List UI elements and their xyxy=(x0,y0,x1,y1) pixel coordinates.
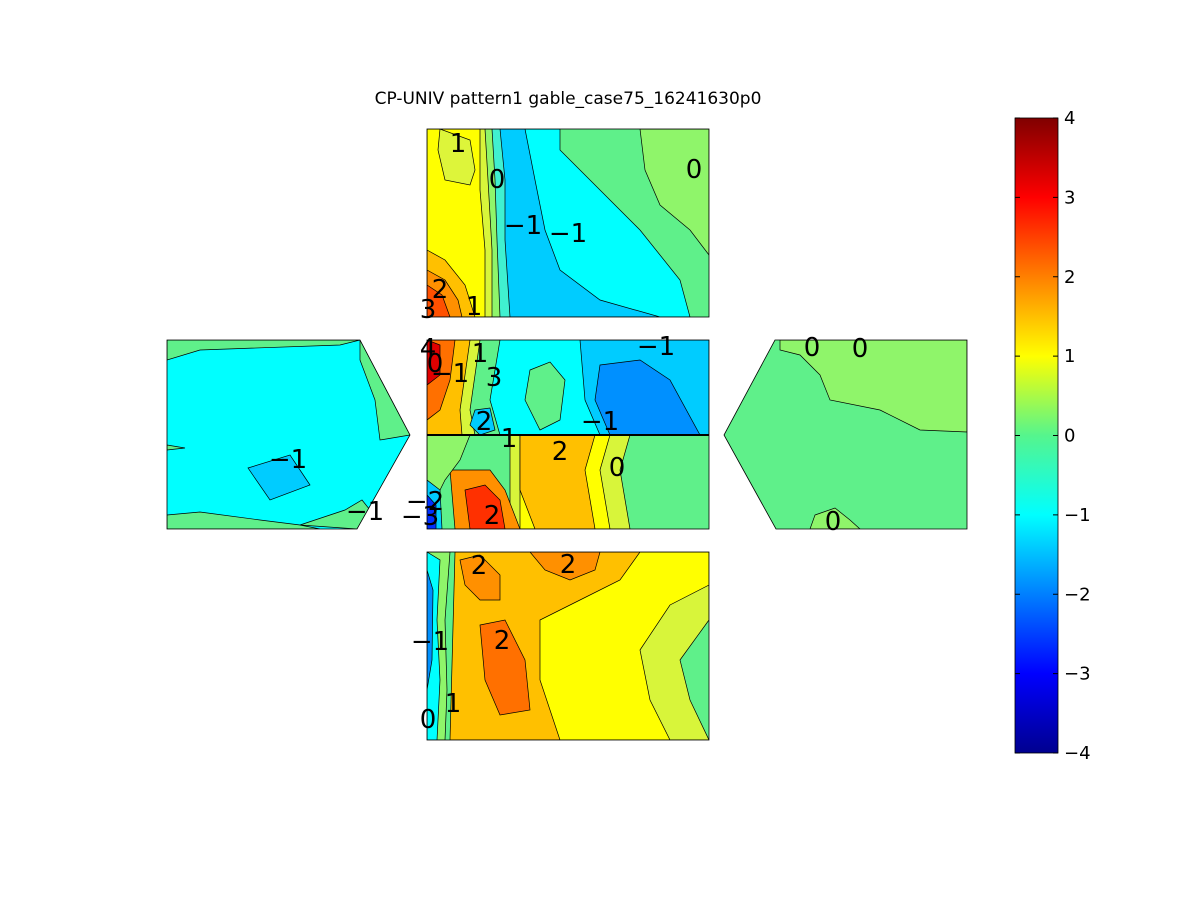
contour-label-roof-upper: −1 xyxy=(431,359,469,389)
contour-label-top-wall: 3 xyxy=(420,295,437,325)
panel-bottom-wall xyxy=(427,552,709,740)
contour-label-bottom-wall: 1 xyxy=(445,689,462,719)
panel-roof-upper xyxy=(427,340,709,435)
contour-label-roof-upper: 4 xyxy=(420,334,437,364)
contour-label-top-wall: −1 xyxy=(549,219,587,249)
colorbar-tick-label: −2 xyxy=(1064,584,1091,605)
chart-title: CP-UNIV pattern1 gable_case75_16241630p0 xyxy=(375,89,762,109)
colorbar-tick-label: −3 xyxy=(1064,664,1091,685)
colorbar-tick-label: −4 xyxy=(1064,743,1091,764)
contour-label-top-wall: 2 xyxy=(432,275,449,305)
colorbar-gradient xyxy=(1014,117,1059,754)
colorbar-tick-label: 2 xyxy=(1064,267,1075,288)
contour-label-top-wall: 1 xyxy=(466,292,483,322)
contour-label-roof-upper: 1 xyxy=(472,339,489,369)
contour-label-left-gable: −1 xyxy=(346,497,384,527)
contour-label-bottom-wall: −1 xyxy=(411,627,449,657)
contour-label-top-wall: 0 xyxy=(686,155,703,185)
contour-label-roof-lower: 0 xyxy=(609,453,626,483)
contour-label-top-wall: 1 xyxy=(450,129,467,159)
panel-top-wall xyxy=(427,129,709,317)
contour-label-roof-lower: 1 xyxy=(501,424,518,454)
contour-label-top-wall: −1 xyxy=(504,211,542,241)
panel-right-gable xyxy=(724,340,967,529)
colorbar-tick-label: −1 xyxy=(1064,505,1091,526)
contour-label-right-gable: 0 xyxy=(804,333,821,363)
contour-label-right-gable: 0 xyxy=(825,507,842,537)
panel-roof-lower xyxy=(427,435,709,529)
contour-label-roof-upper: 3 xyxy=(486,363,503,393)
contour-label-top-wall: 0 xyxy=(489,165,506,195)
colorbar-tick-label: 1 xyxy=(1064,346,1075,367)
contour-label-roof-lower: −3 xyxy=(401,502,439,532)
contour-label-bottom-wall: 2 xyxy=(494,626,511,656)
contour-label-bottom-wall: 2 xyxy=(560,550,577,580)
colorbar: 4 3 2 1 0 −1 −2 −3 −4 xyxy=(1014,108,1091,764)
contour-label-roof-lower: −2 xyxy=(406,487,444,517)
contour-label-roof-lower: 2 xyxy=(552,437,569,467)
contour-label-roof-upper: −1 xyxy=(637,332,675,362)
colorbar-tick-label: 3 xyxy=(1064,187,1075,208)
contour-label-right-gable: 0 xyxy=(852,334,869,364)
contour-label-left-gable: −1 xyxy=(269,445,307,475)
contour-label-roof-upper: 0 xyxy=(427,349,444,379)
panel-left-gable xyxy=(167,340,410,529)
colorbar-tick-label: 4 xyxy=(1064,108,1075,129)
contour-label-roof-upper: 2 xyxy=(476,407,493,437)
contour-label-roof-upper: −1 xyxy=(581,407,619,437)
contour-label-bottom-wall: 2 xyxy=(471,551,488,581)
contour-label-bottom-wall: 0 xyxy=(420,705,437,735)
colorbar-tick-label: 0 xyxy=(1064,426,1075,447)
contour-label-roof-lower: 2 xyxy=(484,501,501,531)
